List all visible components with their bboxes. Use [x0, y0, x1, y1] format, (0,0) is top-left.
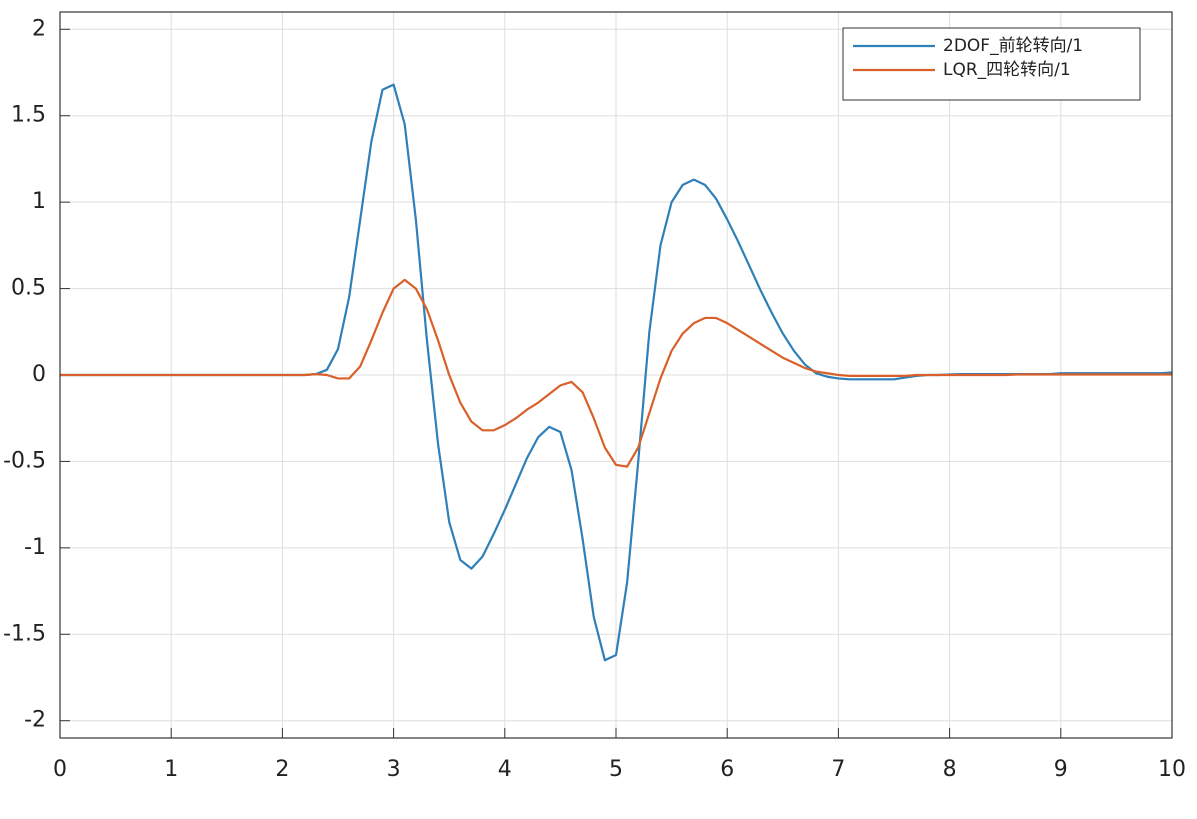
- legend-label: 2DOF_前轮转向/1: [943, 36, 1083, 56]
- axes-box: [59, 11, 1173, 739]
- x-tick-label: 2: [275, 757, 289, 782]
- x-tick-label: 10: [1158, 757, 1186, 782]
- y-tick-label: 1.5: [11, 103, 46, 128]
- y-tick-label: 0: [32, 362, 46, 387]
- y-tick-label: 1: [32, 189, 46, 214]
- x-tick-label: 4: [498, 757, 512, 782]
- x-tick-label: 0: [53, 757, 67, 782]
- y-tick-label: -1.5: [3, 621, 46, 646]
- y-tick-label: 2: [32, 16, 46, 41]
- y-tick-label: 0.5: [11, 276, 46, 301]
- x-tick-label: 6: [720, 757, 734, 782]
- x-tick-label: 5: [609, 757, 623, 782]
- x-tick-label: 3: [387, 757, 401, 782]
- y-tick-label: -1: [24, 535, 46, 560]
- x-tick-label: 8: [943, 757, 957, 782]
- y-tick-label: -0.5: [3, 448, 46, 473]
- x-tick-label: 9: [1054, 757, 1068, 782]
- legend-box: [842, 27, 1141, 101]
- data-line: [60, 278, 1172, 468]
- legend-label: LQR_四轮转向/1: [943, 60, 1071, 80]
- y-tick-label: -2: [24, 708, 46, 733]
- x-tick-label: 1: [164, 757, 178, 782]
- x-tick-label: 7: [831, 757, 845, 782]
